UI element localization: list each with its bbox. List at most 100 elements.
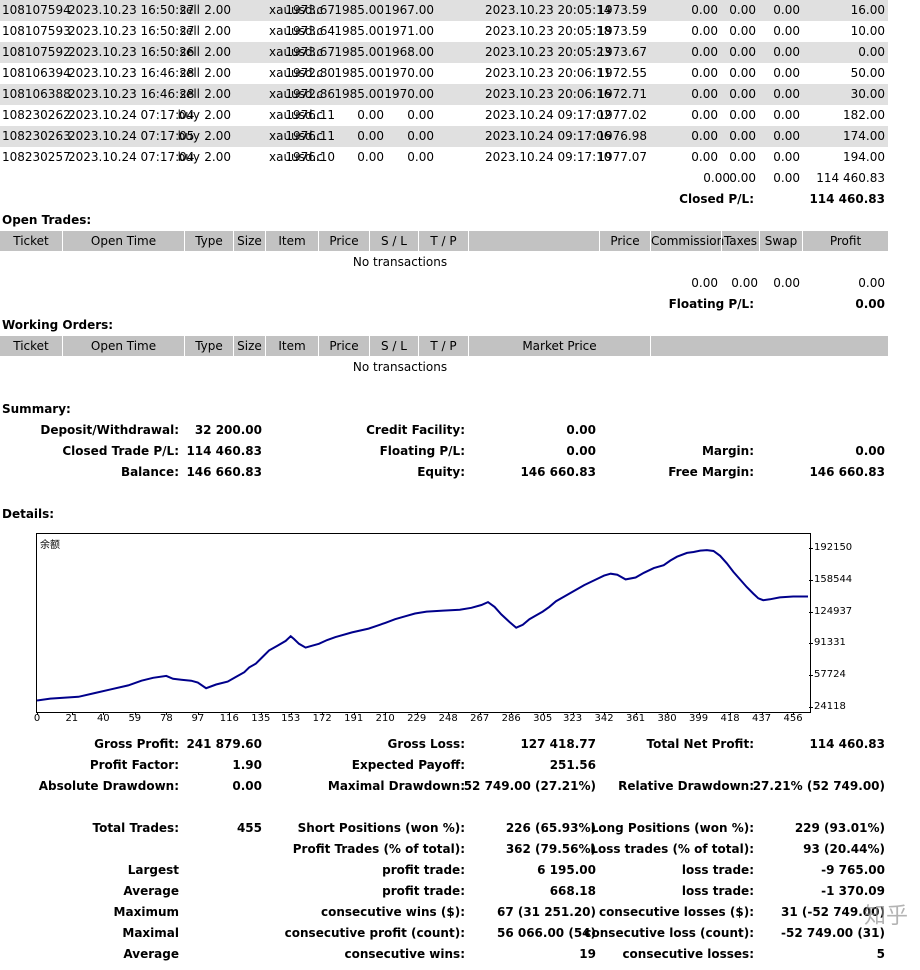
maximal-label: Maximal xyxy=(122,926,179,940)
relative-drawdown-value: 27.21% (52 749.00) xyxy=(752,779,885,793)
x-tick-label: 40 xyxy=(96,713,110,724)
col-type: Type xyxy=(195,339,223,353)
x-tick-label: 59 xyxy=(128,713,142,724)
cons-wins-money-value: 67 (31 251.20) xyxy=(496,905,596,919)
expected-payoff-value: 251.56 xyxy=(549,758,596,772)
largest-label: Largest xyxy=(127,863,179,877)
gross-profit-value: 241 879.60 xyxy=(186,737,262,751)
deal-type: buy xyxy=(177,129,200,143)
free-margin-label: Free Margin: xyxy=(668,465,754,479)
deal-swap: 0.00 xyxy=(773,3,800,17)
deal-swap: 0.00 xyxy=(773,24,800,38)
x-tick-mark xyxy=(37,712,38,715)
deal-taxes: 0.00 xyxy=(729,24,756,38)
long-positions-label: Long Positions (won %): xyxy=(590,821,754,835)
summary-title: Summary: xyxy=(2,402,71,416)
x-tick-label: 437 xyxy=(752,713,772,724)
y-tick-mark xyxy=(809,611,813,613)
x-tick-mark xyxy=(793,712,795,715)
deal-commission: 0.00 xyxy=(691,150,718,164)
x-tick-mark xyxy=(667,712,669,715)
closed-pl-value: 114 460.83 xyxy=(809,192,885,206)
closed-totals-row: 0.00 0.00 0.00 114 460.83 xyxy=(0,168,888,189)
balance-label: Balance: xyxy=(120,465,179,479)
deal-size: 2.00 xyxy=(204,129,231,143)
deal-type: sell xyxy=(179,24,200,38)
deal-size: 2.00 xyxy=(204,87,231,101)
deal-row: 108230257 2023.10.24 07:17:04 buy 2.00 xauus… xyxy=(0,147,888,168)
deal-taxes: 0.00 xyxy=(729,129,756,143)
deal-price: 1976.11 xyxy=(285,129,335,143)
deal-open-time: 2023.10.23 16:46:28 xyxy=(68,66,195,80)
deal-tp: 1971.00 xyxy=(384,24,434,38)
deal-tp: 1970.00 xyxy=(384,66,434,80)
gross-loss-label: Gross Loss: xyxy=(387,737,465,751)
largest-profit-value: 6 195.00 xyxy=(537,863,596,877)
deal-sl: 0.00 xyxy=(357,129,384,143)
x-tick-mark xyxy=(604,712,606,715)
deal-taxes: 0.00 xyxy=(729,3,756,17)
total-trades-label: Total Trades: xyxy=(92,821,179,835)
deal-close-time: 2023.10.23 20:05:14 xyxy=(485,3,612,17)
x-tick-mark xyxy=(197,712,199,715)
deal-row: 108230262 2023.10.24 07:17:04 buy 2.00 xauus… xyxy=(0,105,888,126)
x-tick-label: 78 xyxy=(159,713,173,724)
col-open-time: Open Time xyxy=(90,339,157,353)
x-tick-mark xyxy=(290,712,292,715)
short-positions-value: 226 (65.93%) xyxy=(505,821,596,835)
deal-commission: 0.00 xyxy=(691,3,718,17)
total-trades-value: 455 xyxy=(236,821,262,835)
deal-close-time: 2023.10.23 20:05:23 xyxy=(485,45,612,59)
deal-item: xauusd.c xyxy=(269,66,323,80)
deal-commission: 0.00 xyxy=(691,24,718,38)
deal-open-time: 2023.10.23 16:46:28 xyxy=(68,87,195,101)
balance-value: 146 660.83 xyxy=(186,465,262,479)
deal-close-price: 1973.67 xyxy=(597,45,647,59)
deal-taxes: 0.00 xyxy=(729,150,756,164)
x-tick-mark xyxy=(572,712,574,715)
deal-close-price: 1973.59 xyxy=(597,24,647,38)
deal-row: 108106388 2023.10.23 16:46:28 sell 2.00 xauu… xyxy=(0,84,888,105)
total-net-value: 114 460.83 xyxy=(809,737,885,751)
deal-close-price: 1972.71 xyxy=(597,87,647,101)
x-tick-mark xyxy=(71,712,73,715)
deal-item: xauusd.c xyxy=(269,87,323,101)
y-tick-label: 192150 xyxy=(814,542,853,553)
x-tick-label: 267 xyxy=(470,713,490,724)
floating-pl-row: Floating P/L: 0.00 xyxy=(0,294,888,315)
y-tick-mark xyxy=(809,548,813,549)
deal-row: 108106394 2023.10.23 16:46:28 sell 2.00 xauu… xyxy=(0,63,888,84)
deal-size: 2.00 xyxy=(204,24,231,38)
cons-profit-count-value: 56 066.00 (54) xyxy=(496,926,596,940)
deal-sl: 0.00 xyxy=(357,108,384,122)
maximum-label: Maximum xyxy=(113,905,179,919)
deal-type: buy xyxy=(177,150,200,164)
col-taxes: Taxes xyxy=(723,234,758,248)
x-tick-label: 361 xyxy=(626,713,646,724)
deal-ticket: 108230257 xyxy=(2,150,71,164)
cons-losses-money-label: consecutive losses ($): xyxy=(598,905,754,919)
average2-label: Average xyxy=(123,947,179,961)
deal-sl: 1985.00 xyxy=(334,3,384,17)
col-price2: Price xyxy=(610,234,640,248)
deal-size: 2.00 xyxy=(204,3,231,17)
open-swap-total: 0.00 xyxy=(773,276,800,290)
x-tick-mark xyxy=(166,712,168,715)
deal-sl: 0.00 xyxy=(357,150,384,164)
working-orders-header: Ticket Open Time Type Size Item Price S … xyxy=(0,336,888,356)
open-commission-total: 0.00 xyxy=(691,276,718,290)
deal-tp: 1967.00 xyxy=(384,3,434,17)
y-tick-label: 57724 xyxy=(814,669,846,681)
y-tick-mark xyxy=(809,579,813,581)
deal-item: xauusd.c xyxy=(269,108,323,122)
x-tick-label: 380 xyxy=(657,713,677,724)
equity-value: 146 660.83 xyxy=(520,465,596,479)
closed-pl-row: Closed P/L: 114 460.83 xyxy=(0,189,888,210)
absolute-drawdown-value: 0.00 xyxy=(232,779,262,793)
x-tick-label: 191 xyxy=(344,713,364,724)
floating-pl-value: 0.00 xyxy=(855,297,885,311)
open-taxes-total: 0.00 xyxy=(731,276,758,290)
deal-ticket: 108230262 xyxy=(2,108,71,122)
deal-commission: 0.00 xyxy=(691,45,718,59)
expected-payoff-label: Expected Payoff: xyxy=(351,758,465,772)
